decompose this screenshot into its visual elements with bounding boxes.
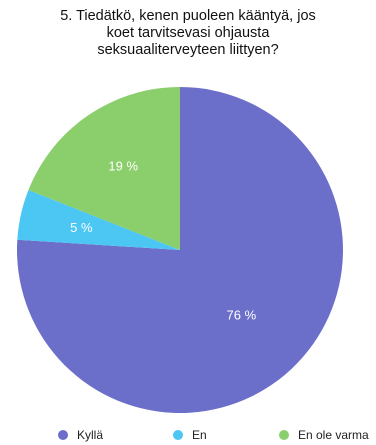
pie-slice-en[interactable]: [17, 189, 181, 250]
legend-label-en-ole-varma: En ole varma: [298, 428, 369, 442]
chart-title-line-2: koet tarvitsevasi ohjausta: [106, 25, 270, 41]
legend-swatch-en: [173, 430, 183, 440]
legend-item-en-ole-varma[interactable]: En ole varma: [279, 428, 369, 442]
chart-title-line-1: 5. Tiedätkö, kenen puoleen kääntyä, jos: [60, 8, 316, 24]
pie-slice-kylla[interactable]: [17, 87, 344, 413]
chart-title: 5. Tiedätkö, kenen puoleen kääntyä, jos …: [0, 8, 376, 59]
slice-label-en: 5 %: [70, 220, 93, 235]
legend-label-en: En: [192, 428, 207, 442]
chart-title-line-3: seksuaaliterveyteen liittyen?: [97, 42, 279, 58]
legend-swatch-kylla: [58, 430, 68, 440]
legend-swatch-en-ole-varma: [279, 430, 289, 440]
pie-slice-en-ole-varma[interactable]: [28, 87, 181, 250]
legend-label-kylla: Kyllä: [77, 428, 104, 442]
slice-label-kylla: 76 %: [227, 307, 257, 322]
slice-label-en-ole-varma: 19 %: [108, 158, 138, 173]
legend-item-en[interactable]: En: [173, 428, 207, 442]
legend-item-kylla[interactable]: Kyllä: [58, 428, 103, 442]
chart-legend: Kyllä En En ole varma: [0, 428, 376, 444]
